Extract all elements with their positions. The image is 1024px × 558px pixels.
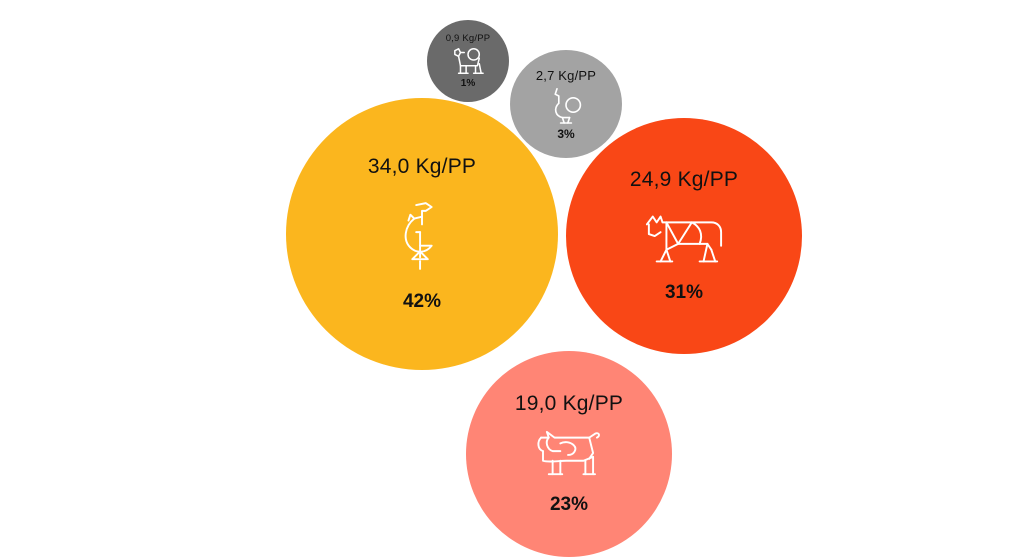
bubble-pork: 19,0 Kg/PP 23%	[466, 351, 672, 557]
bubble-lamb: 0,9 Kg/PP 1%	[427, 20, 509, 102]
bubble-value-label: 19,0 Kg/PP	[514, 392, 624, 415]
pig-icon	[537, 430, 600, 476]
bubble-percent-label: 1%	[460, 78, 476, 89]
chicken-icon	[404, 202, 433, 270]
turkey-icon	[554, 87, 582, 124]
bubble-percent-label: 31%	[664, 282, 704, 303]
cow-icon	[645, 215, 723, 263]
goat-icon	[454, 48, 484, 74]
bubble-chicken: 34,0 Kg/PP 42%	[286, 98, 558, 370]
bubble-value-label: 2,7 Kg/PP	[535, 67, 597, 83]
bubble-value-label: 34,0 Kg/PP	[367, 155, 477, 178]
bubble-turkey: 2,7 Kg/PP 3%	[510, 50, 622, 158]
bubble-percent-label: 23%	[549, 494, 589, 515]
bubble-value-label: 24,9 Kg/PP	[629, 168, 739, 191]
bubble-percent-label: 42%	[402, 291, 442, 312]
bubble-value-label: 0,9 Kg/PP	[445, 33, 491, 44]
bubble-percent-label: 3%	[557, 126, 575, 141]
bubble-beef: 24,9 Kg/PP 31%	[566, 118, 802, 354]
